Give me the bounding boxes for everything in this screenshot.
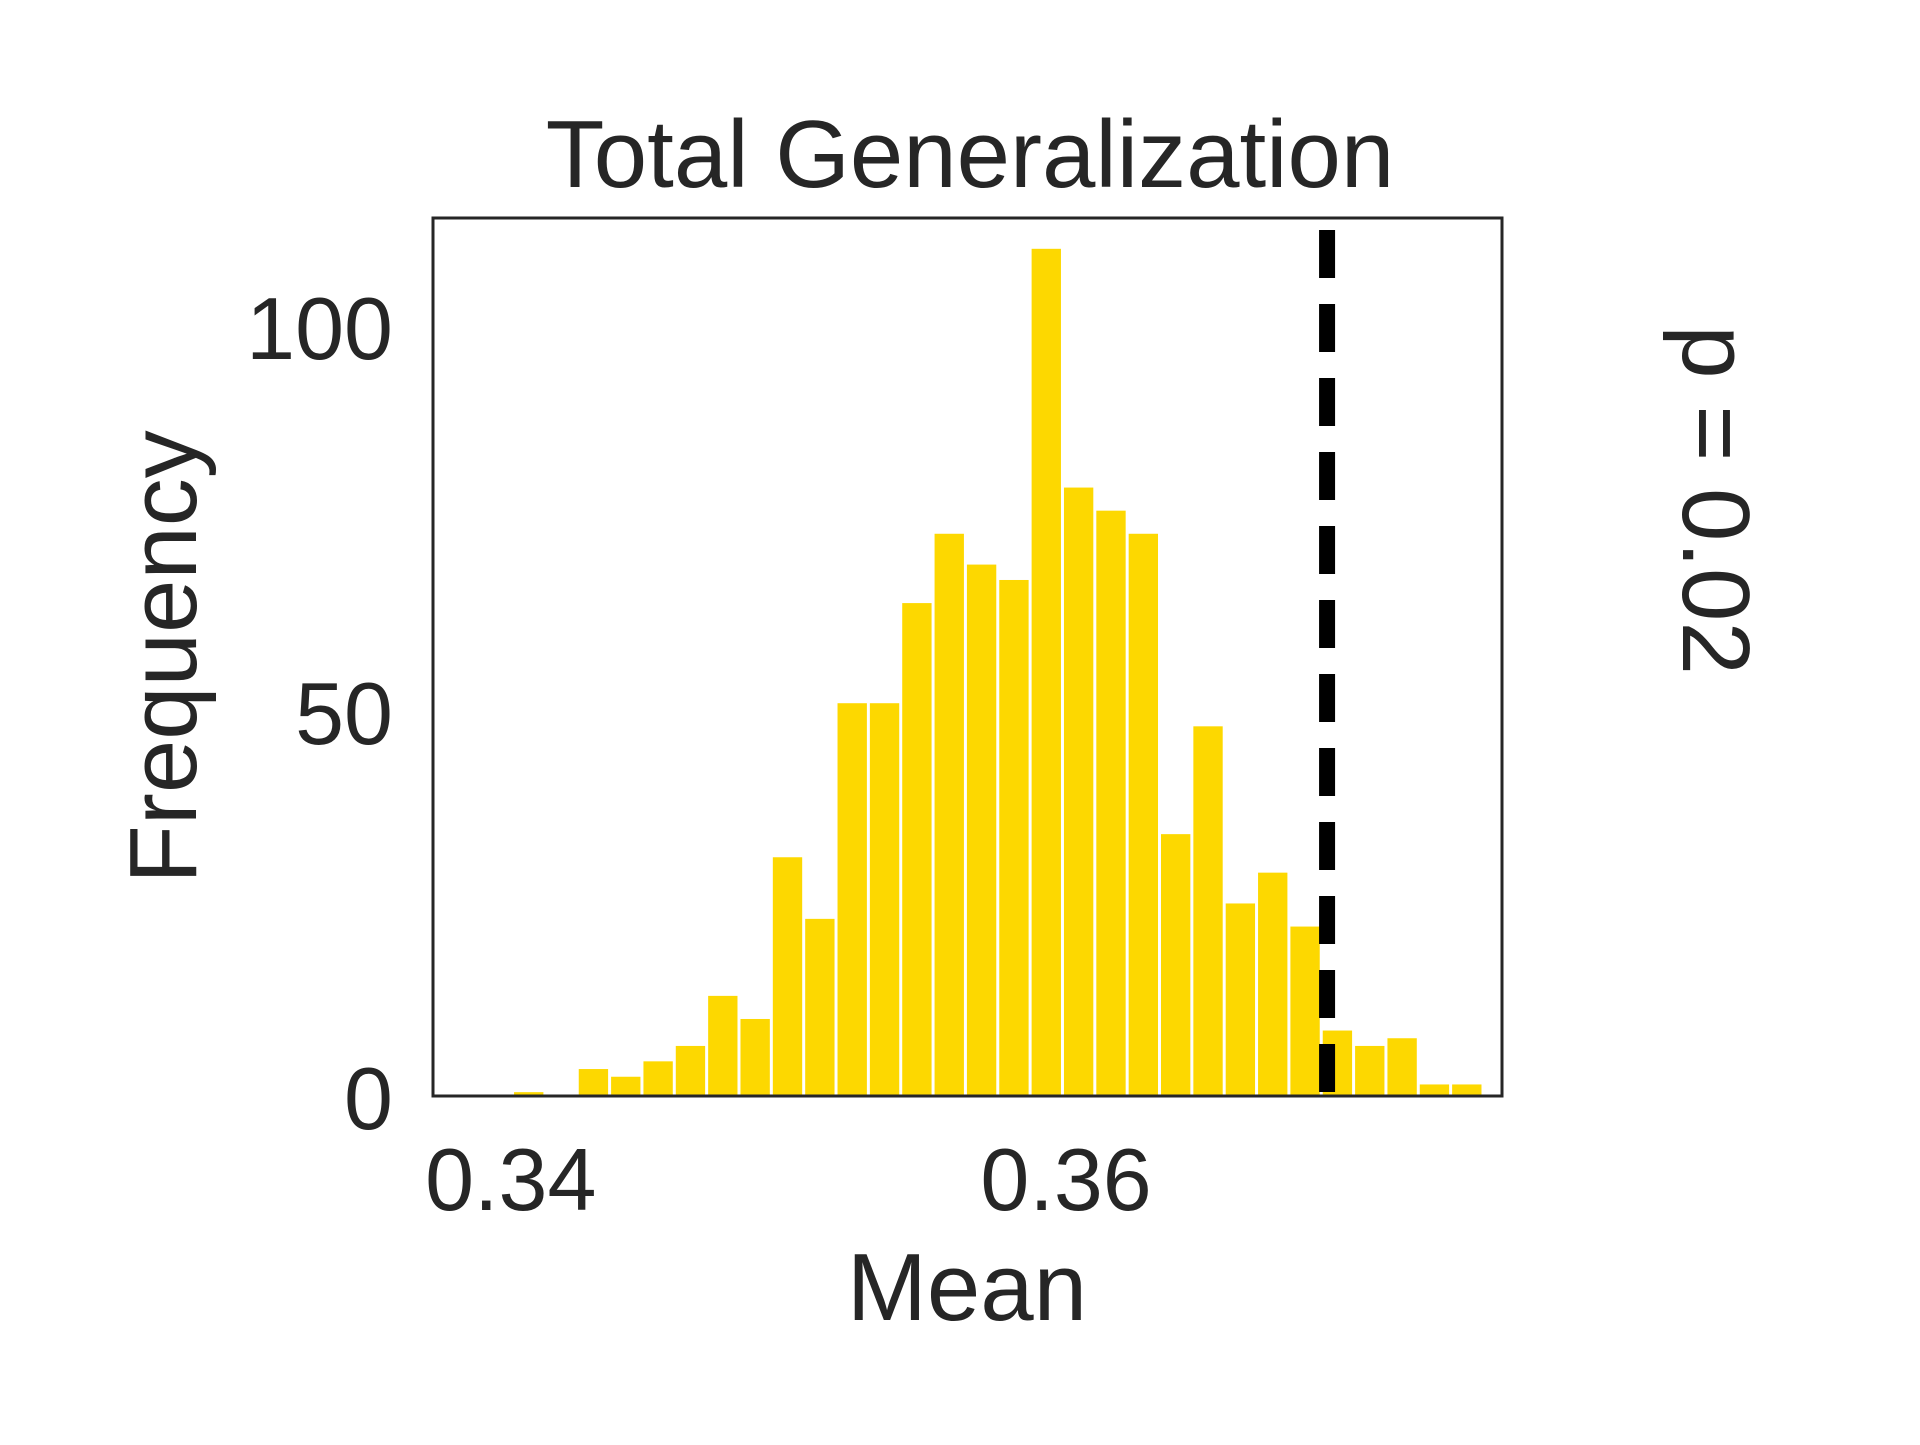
y-tick-label: 0 bbox=[344, 1049, 393, 1148]
histogram-bar bbox=[1258, 872, 1288, 1096]
histogram-bar bbox=[869, 703, 900, 1096]
histogram-bar bbox=[1225, 903, 1256, 1096]
histogram-bar bbox=[1193, 726, 1223, 1096]
histogram-bar bbox=[1063, 487, 1094, 1096]
histogram-bar bbox=[902, 603, 932, 1096]
y-axis-tick-labels: 0 50 100 bbox=[246, 279, 393, 1148]
histogram-bars bbox=[514, 248, 1482, 1096]
histogram-bar bbox=[675, 1045, 706, 1096]
plot-frame bbox=[431, 216, 1504, 1098]
histogram-bar bbox=[1387, 1038, 1417, 1096]
histogram-bar bbox=[934, 533, 964, 1096]
x-tick-label: 0.34 bbox=[425, 1130, 596, 1229]
histogram-bar bbox=[999, 579, 1029, 1096]
histogram-bar bbox=[578, 1069, 609, 1096]
histogram-bar bbox=[1419, 1084, 1450, 1096]
histogram-bar bbox=[1290, 926, 1320, 1096]
histogram-bar bbox=[1096, 510, 1126, 1096]
histogram-bar bbox=[805, 918, 835, 1096]
chart-title: Total Generalization bbox=[546, 101, 1394, 208]
y-axis-label: Frequency bbox=[110, 430, 217, 884]
x-axis-label: Mean bbox=[847, 1234, 1087, 1341]
histogram-bar bbox=[1128, 533, 1159, 1096]
histogram-bar bbox=[966, 564, 997, 1096]
histogram-bar bbox=[1031, 248, 1061, 1096]
histogram-bar bbox=[740, 1018, 770, 1096]
x-axis-tick-labels: 0.34 0.36 bbox=[425, 1130, 1152, 1229]
histogram-bar bbox=[1355, 1045, 1385, 1096]
y-tick-label: 100 bbox=[246, 279, 393, 378]
histogram-bar bbox=[611, 1076, 641, 1096]
x-tick-label: 0.36 bbox=[980, 1130, 1151, 1229]
histogram-bar bbox=[1452, 1084, 1482, 1096]
histogram-bar bbox=[514, 1092, 544, 1096]
histogram-bar bbox=[772, 857, 803, 1096]
histogram-bar bbox=[1161, 834, 1191, 1096]
y-tick-label: 50 bbox=[295, 664, 393, 763]
histogram-bar bbox=[643, 1061, 673, 1096]
histogram-bar bbox=[837, 703, 867, 1096]
p-value-annotation: p = 0.02 bbox=[1662, 325, 1769, 675]
histogram-bar bbox=[708, 995, 738, 1096]
